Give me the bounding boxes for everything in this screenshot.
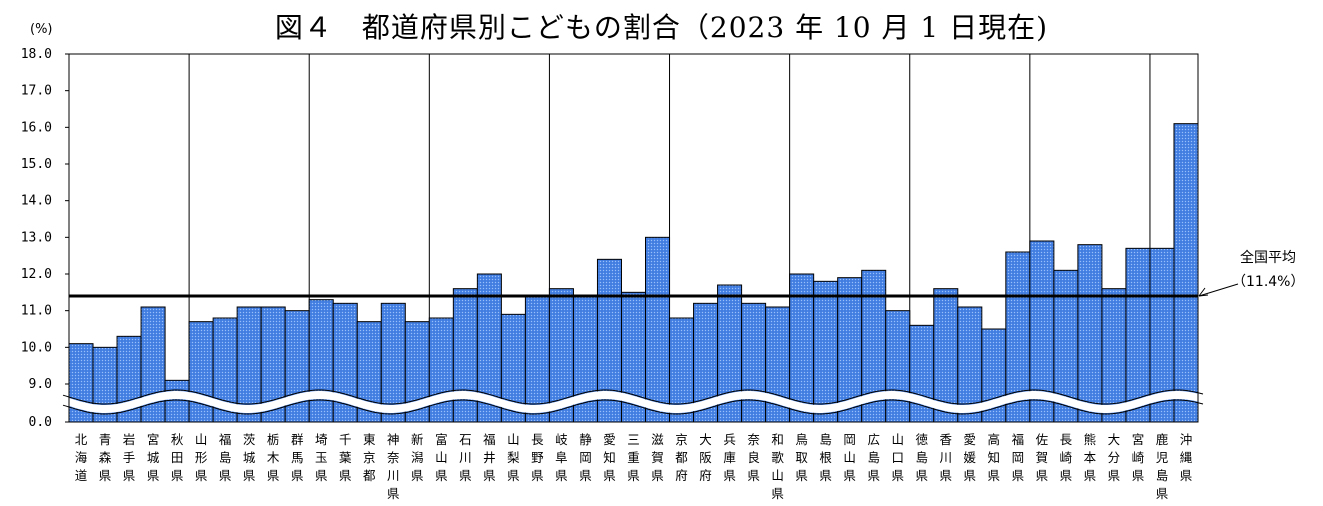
x-category-label: 岩手県 (123, 432, 136, 483)
bar (789, 273, 815, 423)
axis-break-band (63, 391, 1204, 413)
bar (741, 302, 767, 423)
average-pointer-arrowhead (1198, 287, 1209, 297)
x-category-label: 青森県 (99, 432, 112, 483)
x-category-label: 宮崎県 (1132, 432, 1145, 483)
x-category-label: 秋田県 (171, 432, 184, 483)
bar (1173, 123, 1199, 423)
bar (452, 288, 478, 423)
y-tick-label: 0.0 (29, 415, 52, 430)
x-category-label: 徳島県 (915, 432, 928, 483)
x-category-label: 香川県 (940, 432, 953, 483)
x-category-label: 愛知県 (603, 432, 616, 483)
average-value-label: （11.4%） (1232, 274, 1304, 290)
x-category-label: 大分県 (1108, 432, 1121, 483)
x-category-label: 沖縄県 (1180, 432, 1193, 483)
x-category-label: 奈良県 (747, 432, 760, 483)
x-category-label: 佐賀県 (1036, 432, 1049, 483)
x-category-label: 滋賀県 (651, 432, 664, 483)
x-category-label: 和歌山県 (771, 432, 784, 501)
y-tick-label: 9.0 (29, 377, 52, 392)
x-category-label: 島根県 (819, 432, 832, 483)
x-category-label: 長崎県 (1060, 432, 1073, 483)
bar (645, 236, 671, 423)
y-axis-unit: (%) (30, 22, 53, 37)
x-category-label: 石川県 (459, 432, 472, 483)
y-tick-label: 10.0 (21, 340, 52, 355)
x-category-label: 岐阜県 (555, 432, 568, 483)
y-tick-labels: 18.0 17.0 16.0 15.0 14.0 13.0 12.0 11.0 10.0 9.0 0… (21, 47, 69, 430)
y-tick-label: 14.0 (21, 194, 52, 209)
x-category-label: 千葉県 (339, 432, 352, 483)
bar (1077, 244, 1103, 423)
x-category-label: 鹿児島県 (1156, 432, 1169, 501)
chart-title: 図４ 都道府県別こどもの割合（2023 年 10 月 1 日現在) (274, 11, 1049, 44)
average-line-group: 全国平均 （11.4%） (69, 249, 1304, 298)
x-category-label: 福井県 (483, 432, 496, 483)
bar (140, 306, 166, 423)
axis-break-wave-bottom (62, 399, 1204, 415)
x-category-label: 富山県 (435, 432, 448, 483)
bar (524, 295, 550, 423)
bar (188, 321, 214, 423)
x-category-label: 大阪府 (699, 432, 712, 483)
x-category-label: 栃木県 (267, 432, 280, 483)
x-category-label: 群馬県 (291, 432, 304, 483)
y-tick-label: 15.0 (21, 157, 52, 172)
x-category-label: 熊本県 (1084, 432, 1097, 483)
bar (1101, 288, 1127, 423)
x-category-label: 三重県 (627, 432, 640, 483)
average-pointer (1198, 283, 1239, 297)
x-category-label: 新潟県 (411, 432, 424, 483)
y-tick-label: 12.0 (21, 267, 52, 282)
x-category-label: 東京都 (363, 432, 376, 483)
y-tick-label: 13.0 (21, 230, 52, 245)
x-category-label: 鳥取県 (795, 432, 808, 483)
bar (813, 280, 839, 423)
x-category-label: 茨城県 (243, 432, 256, 483)
x-category-label: 宮城県 (147, 432, 160, 483)
bar (428, 317, 454, 423)
x-category-label: 兵庫県 (723, 432, 736, 483)
x-category-label: 京都府 (675, 432, 688, 483)
bar (957, 306, 983, 423)
bars (62, 123, 1204, 423)
bar (164, 379, 190, 423)
x-category-label: 高知県 (988, 432, 1001, 483)
y-tick-label: 11.0 (21, 304, 52, 319)
x-category-label: 山梨県 (507, 432, 520, 483)
x-category-label: 福島県 (219, 432, 232, 483)
plot-frame (68, 53, 1199, 423)
x-category-label: 愛媛県 (964, 432, 977, 483)
bar (308, 299, 334, 423)
x-category-label: 長野県 (531, 432, 544, 483)
x-category-label: 北海道 (75, 432, 88, 483)
axis-break-wave-top (62, 389, 1204, 405)
average-label: 全国平均 (1240, 249, 1296, 266)
y-tick-label: 17.0 (21, 84, 52, 99)
x-category-label: 静岡県 (579, 432, 592, 483)
bar (885, 310, 911, 423)
axes (68, 53, 1199, 423)
bar (236, 306, 262, 423)
x-category-label: 神奈川県 (387, 432, 400, 501)
x-category-label: 山形県 (195, 432, 208, 483)
x-category-label: 福岡県 (1012, 432, 1025, 483)
x-category-label: 埼玉県 (315, 432, 328, 483)
x-category-label: 山口県 (891, 432, 904, 483)
y-tick-label: 18.0 (21, 47, 52, 62)
y-tick-label: 16.0 (21, 120, 52, 135)
x-category-label: 岡山県 (843, 432, 856, 483)
x-category-label: 広島県 (867, 432, 880, 483)
x-category-labels: 北海道青森県岩手県宮城県秋田県山形県福島県茨城県栃木県群馬県埼玉県千葉県東京都神… (75, 432, 1193, 501)
